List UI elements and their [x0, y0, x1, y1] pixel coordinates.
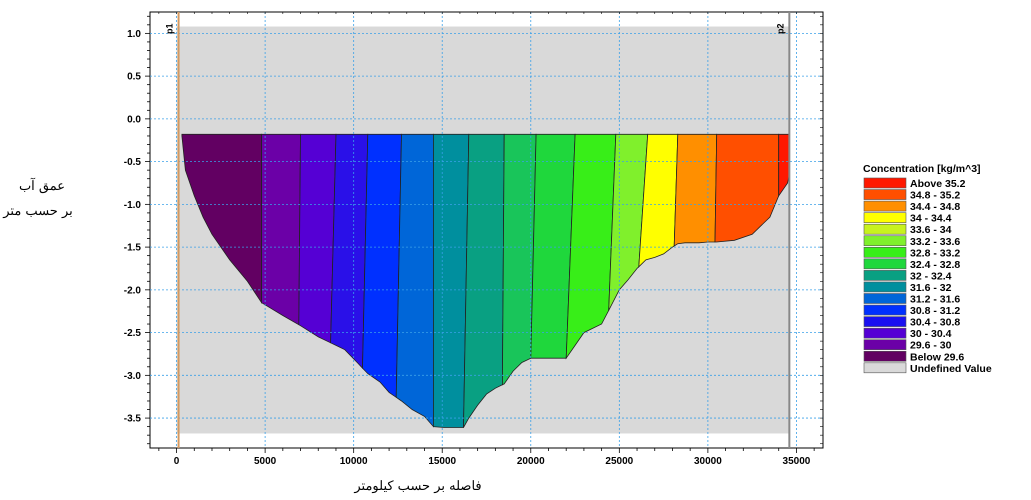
x-tick-label: 35000: [783, 456, 811, 467]
legend-label: Undefined Value: [910, 363, 992, 375]
y-tick-label: 1.0: [127, 29, 141, 40]
section-marker-label: p2: [775, 23, 785, 34]
legend-swatch: [863, 189, 907, 200]
legend-label: 29.6 - 30: [910, 340, 952, 352]
legend-label: 33.2 - 33.6: [910, 236, 960, 248]
y-tick-label: -3.5: [124, 414, 142, 425]
x-axis-label: فاصله بر حسب کیلومتر: [353, 479, 481, 494]
legend-swatch: [863, 327, 907, 339]
section-marker-label: p1: [165, 23, 175, 34]
legend-swatch: [863, 223, 907, 235]
legend-label: 34.4 - 34.8: [910, 201, 960, 213]
legend-label: Above 35.2: [910, 178, 966, 190]
y-tick-label: -3.0: [124, 371, 142, 382]
x-tick-label: 10000: [340, 456, 368, 467]
concentration-band: [530, 133, 576, 359]
legend-swatch: [863, 247, 907, 258]
y-tick-label: -1.5: [124, 243, 142, 254]
y-tick-label: -2.0: [124, 285, 142, 296]
legend-swatch: [863, 281, 907, 293]
x-tick-label: 30000: [694, 456, 722, 467]
legend-label: 34.8 - 35.2: [910, 190, 960, 202]
legend-swatch: [863, 339, 907, 351]
legend-swatch: [863, 350, 907, 362]
legend-swatch: [863, 212, 907, 223]
y-tick-label: 0.0: [127, 114, 141, 125]
x-tick-label: 20000: [517, 456, 545, 467]
legend-swatch: [863, 304, 907, 316]
legend-label: 34 - 34.4: [910, 213, 952, 225]
legend-label: 30 - 30.4: [910, 328, 952, 340]
x-tick-label: 15000: [428, 456, 456, 467]
plot-area: [149, 11, 824, 449]
x-tick-label: 5000: [254, 456, 277, 467]
legend-label: Below 29.6: [910, 351, 964, 363]
x-tick-label: 0: [174, 456, 180, 467]
concentration-band: [673, 133, 718, 247]
y-tick-label: -2.5: [124, 328, 142, 339]
x-tick-label: 25000: [605, 456, 633, 467]
concentration-band: [463, 133, 505, 428]
concentration-band: [395, 133, 434, 428]
legend-label: 31.6 - 32: [910, 282, 952, 294]
y-tick-label: -0.5: [124, 157, 142, 168]
concentration-band: [330, 133, 369, 370]
concentration-band: [362, 133, 402, 399]
concentration-band: [298, 133, 337, 344]
legend-swatch: [863, 235, 907, 247]
concentration-band: [261, 133, 301, 326]
axes: p1 p2 0 5000 10000 15000 20000 25000 30000 35000 1…: [124, 12, 823, 467]
legend-swatch: [863, 293, 907, 304]
concentration-band: [432, 133, 470, 428]
legend-swatch: [863, 258, 907, 270]
legend-swatch: [863, 270, 907, 281]
legend-label: 31.2 - 31.6: [910, 294, 960, 306]
legend-label: 30.8 - 31.2: [910, 305, 960, 317]
y-tick-label: 0.5: [127, 72, 141, 83]
legend-title: Concentration [kg/m^3]: [863, 163, 981, 175]
legend-label: 32.4 - 32.8: [910, 259, 960, 271]
legend-label: 33.6 - 34: [910, 224, 952, 236]
legend: Concentration [kg/m^3] Above 35.234.8 - …: [863, 163, 992, 375]
legend-label: 30.4 - 30.8: [910, 317, 960, 329]
y-tick-label: -1.0: [124, 200, 142, 211]
legend-swatch: [863, 177, 907, 189]
y-axis-label-line-1: عمق آب: [19, 177, 65, 194]
legend-label: 32.8 - 33.2: [910, 247, 960, 259]
legend-label: 32 - 32.4: [910, 270, 952, 282]
legend-swatch: [863, 362, 907, 374]
y-axis-label-line-2: بر حسب متر: [2, 204, 73, 219]
legend-swatch: [863, 316, 907, 327]
legend-swatch: [863, 200, 907, 212]
